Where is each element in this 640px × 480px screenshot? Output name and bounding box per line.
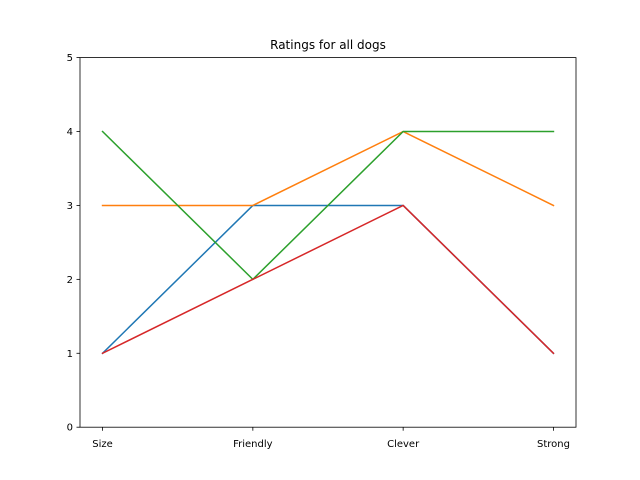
y-tick-label: 3 xyxy=(67,201,73,212)
x-tick-label: Friendly xyxy=(233,439,273,450)
series-line-4 xyxy=(101,204,555,355)
y-axis: 0 1 2 3 4 5 xyxy=(67,53,80,434)
y-tick-label: 5 xyxy=(67,53,73,64)
x-tick-label: Clever xyxy=(387,439,420,450)
chart-title: Ratings for all dogs xyxy=(270,38,386,52)
series-layer xyxy=(101,130,555,355)
plot-area-frame xyxy=(79,57,577,428)
series-line-3 xyxy=(101,130,555,281)
y-tick-label: 4 xyxy=(67,127,73,138)
x-tick-label: Strong xyxy=(537,439,570,450)
y-tick-label: 2 xyxy=(67,275,73,286)
y-tick-label: 1 xyxy=(67,349,73,360)
x-tick-label: Size xyxy=(92,439,113,450)
y-tick-label: 0 xyxy=(67,423,73,434)
x-axis: Size Friendly Clever Strong xyxy=(92,427,570,450)
